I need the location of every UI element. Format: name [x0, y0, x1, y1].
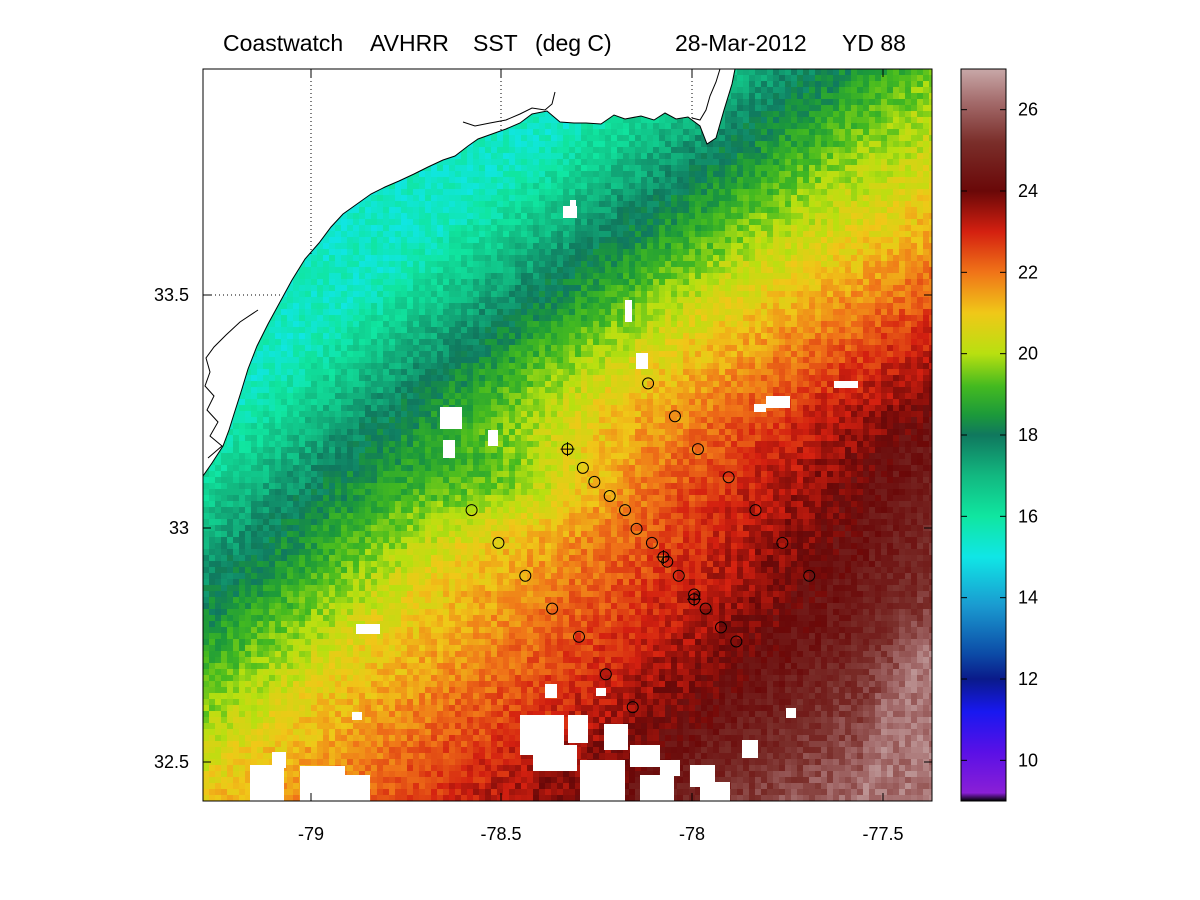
colorbar-tick-label: 26 — [1018, 100, 1038, 120]
map-panel: -79 -78.5 -78 -77.5 32.5 33 33.5 — [154, 68, 933, 844]
x-tick-labels: -79 -78.5 -78 -77.5 — [298, 824, 904, 844]
y-tick-label: 32.5 — [154, 752, 189, 772]
station-circle — [599, 668, 612, 681]
station-circle — [519, 569, 532, 582]
station-circle — [492, 536, 505, 549]
cloud-mask — [250, 200, 858, 801]
station-circle — [691, 443, 704, 456]
coastline — [203, 69, 736, 477]
stations — [465, 377, 816, 714]
colorbar-tick-label: 14 — [1018, 588, 1038, 608]
title-units: (deg C) — [535, 30, 612, 56]
colorbar-tick-label: 20 — [1018, 344, 1038, 364]
colorbar-tick-label: 18 — [1018, 425, 1038, 445]
station-cross — [656, 550, 671, 564]
station-circle — [465, 504, 478, 517]
y-tick-labels: 32.5 33 33.5 — [154, 285, 189, 772]
x-tick-label: -78.5 — [480, 824, 521, 844]
land — [203, 69, 736, 477]
station-circle — [573, 630, 586, 643]
colorbar-tick-label: 24 — [1018, 181, 1038, 201]
title-yearday: YD 88 — [842, 30, 906, 56]
station-circle — [626, 701, 639, 714]
station-cross — [687, 592, 702, 607]
estuary-line — [204, 309, 259, 459]
station-circle — [645, 536, 658, 549]
station-circle — [730, 635, 743, 648]
colorbar-tick-label: 12 — [1018, 669, 1038, 689]
colorbar: 10 12 14 16 18 20 22 24 26 — [960, 68, 1038, 802]
station-circle — [661, 555, 674, 568]
station-circle — [699, 602, 712, 615]
station-circle — [619, 504, 632, 517]
colorbar-tick-label: 22 — [1018, 262, 1038, 282]
station-circle — [642, 377, 655, 390]
grid — [203, 69, 693, 296]
colorbar-fill — [961, 69, 1006, 801]
title: Coastwatch AVHRR SST (deg C) 28-Mar-2012… — [223, 30, 906, 56]
land-area — [203, 69, 735, 476]
title-sensor: AVHRR — [370, 30, 449, 56]
station-circle — [714, 621, 727, 634]
map-frame — [202, 68, 933, 802]
station-circle — [722, 471, 735, 484]
station-circle — [776, 536, 789, 549]
x-tick-label: -78 — [679, 824, 705, 844]
station-circle — [576, 461, 589, 474]
title-product: SST — [473, 30, 518, 56]
station-circle — [630, 522, 643, 535]
x-tick-label: -77.5 — [862, 824, 903, 844]
inlet-line — [462, 91, 556, 127]
colorbar-ticks: 10 12 14 16 18 20 22 24 26 — [961, 100, 1038, 770]
barrier-island-north — [691, 69, 721, 121]
x-tick-label: -79 — [298, 824, 324, 844]
y-tick-label: 33 — [169, 518, 189, 538]
station-cross — [560, 442, 575, 457]
colorbar-tick-label: 16 — [1018, 506, 1038, 526]
ticks — [203, 69, 932, 801]
y-tick-label: 33.5 — [154, 285, 189, 305]
station-circle — [603, 490, 616, 502]
title-source: Coastwatch — [223, 30, 343, 56]
station-circle — [749, 504, 762, 517]
station-circle — [546, 602, 559, 615]
station-circle — [803, 569, 816, 582]
station-circle — [588, 475, 601, 488]
title-date: 28-Mar-2012 — [675, 30, 807, 56]
station-circle — [668, 410, 681, 423]
colorbar-tick-label: 10 — [1018, 750, 1038, 770]
station-circle — [672, 569, 685, 582]
